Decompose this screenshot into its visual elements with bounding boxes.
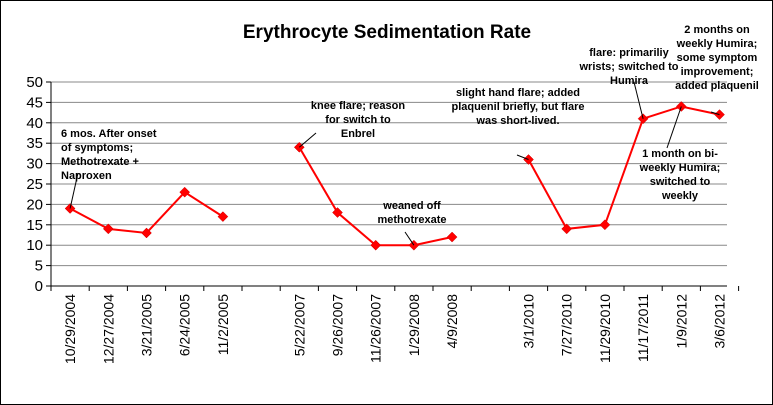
y-tick-label: 5 xyxy=(35,258,43,275)
x-tick-label: 9/26/2007 xyxy=(330,294,346,356)
annotation-text: plaquenil briefly, but flare xyxy=(451,101,584,113)
data-point-marker xyxy=(217,211,229,222)
annotation-leader-line xyxy=(516,154,529,160)
annotation-leader-line xyxy=(710,111,720,116)
data-point-marker xyxy=(370,239,382,251)
x-tick-label: 3/1/2010 xyxy=(521,294,537,349)
x-tick-label: 5/22/2007 xyxy=(291,294,307,356)
annotation-text: flare: primariliy xyxy=(589,47,669,59)
x-tick-label: 4/9/2008 xyxy=(444,294,460,349)
chart-title: Erythrocyte Sedimentation Rate xyxy=(243,22,531,43)
annotation-text: improvement; xyxy=(681,66,754,78)
plot-area: 0 5 10 15 20 25 30 35 40 45 50 10/29/2004 12/27/2004… xyxy=(26,24,759,364)
x-tick-label: 1/29/2008 xyxy=(406,294,422,356)
annotation-text: was short-lived. xyxy=(475,115,559,127)
x-tick-label: 7/27/2010 xyxy=(559,294,575,356)
x-tick-label: 3/6/2012 xyxy=(712,294,728,349)
x-tick-label: 6/24/2005 xyxy=(177,294,193,356)
data-point-marker xyxy=(179,186,191,198)
annotation-text: some symptom xyxy=(677,52,758,64)
annotation-text: weaned off xyxy=(382,200,441,212)
annotation-text: switched to xyxy=(650,176,711,188)
data-point-marker xyxy=(141,227,152,239)
annotation-text: Enbrel xyxy=(341,128,375,140)
x-tick-label: 3/21/2005 xyxy=(139,294,155,356)
y-tick-label: 40 xyxy=(26,115,43,132)
annotation-text: weekly Humira; xyxy=(676,38,758,50)
annotation-leader-line xyxy=(69,172,79,209)
x-tick-label: 11/2/2005 xyxy=(215,294,231,355)
annotation-leader-line xyxy=(633,81,644,119)
annotation-text: weekly Humira; xyxy=(639,162,721,174)
x-tick-label: 1/9/2012 xyxy=(673,294,689,349)
annotation-text: wrists; switched to xyxy=(578,61,678,73)
x-tick-label: 10/29/2004 xyxy=(62,294,78,364)
annotation-text: added plaquenil xyxy=(675,80,759,92)
annotation-text: knee flare; reason xyxy=(311,100,405,112)
y-tick-label: 25 xyxy=(26,176,43,193)
data-point-marker xyxy=(599,219,611,231)
annotation-leader-line xyxy=(298,132,317,148)
annotation-text: slight hand flare; added xyxy=(456,87,580,99)
data-point-marker xyxy=(561,223,573,235)
y-tick-label: 0 xyxy=(35,278,43,295)
data-point-marker xyxy=(332,207,343,218)
x-tick-label: 11/26/2007 xyxy=(368,294,384,363)
annotation-text: methotrexate xyxy=(377,214,446,226)
annotation-leader-line xyxy=(666,106,682,149)
data-point-marker xyxy=(102,223,114,235)
y-tick-label: 35 xyxy=(26,135,43,152)
y-tick-label: 15 xyxy=(26,217,43,234)
annotation-text: 2 months on xyxy=(684,24,750,36)
annotation-text: Methotrexate + xyxy=(61,156,139,168)
annotation-leader-line xyxy=(404,231,415,246)
x-tick-label: 11/29/2010 xyxy=(597,294,613,363)
annotation-text: weekly xyxy=(661,190,699,202)
series-line-segment xyxy=(527,105,720,230)
y-tick-label: 30 xyxy=(26,156,43,173)
x-tick-label: 12/27/2004 xyxy=(100,294,116,364)
annotation-text: 1 month on bi- xyxy=(642,148,718,160)
annotation-text: Humira xyxy=(610,75,649,87)
annotation-text: of symptoms; xyxy=(61,142,133,154)
y-tick-label: 45 xyxy=(26,94,43,111)
annotation-text: 6 mos. After onset xyxy=(61,128,157,140)
x-tick-label: 11/17/2011 xyxy=(635,294,651,362)
y-tick-label: 20 xyxy=(26,196,43,213)
annotation-text: for switch to xyxy=(325,114,391,126)
annotation-text: Naproxen xyxy=(61,170,112,182)
data-point-marker xyxy=(446,231,458,243)
y-tick-label: 10 xyxy=(26,237,43,254)
y-tick-label: 50 xyxy=(26,74,43,91)
